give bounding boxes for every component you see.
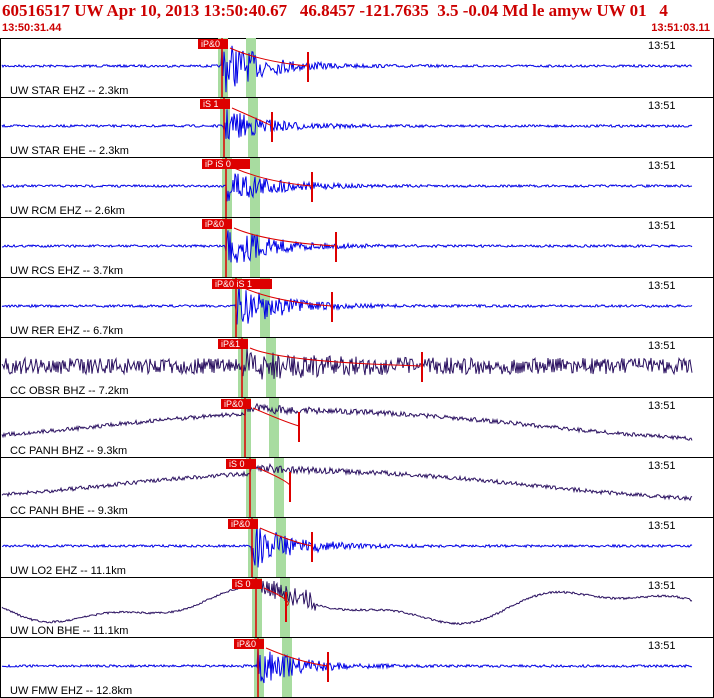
pick-label-box[interactable] (218, 339, 248, 349)
waveform-trace (1, 402, 693, 441)
pick-label: iP&1 (221, 339, 240, 349)
time-label: 13:51 (648, 280, 676, 292)
coda-curve (252, 407, 300, 427)
time-label: 13:51 (648, 40, 676, 52)
s-window-highlight (274, 458, 284, 518)
trace-panel[interactable]: iP&0 13:51 CC PANH BHZ -- 9.3km (0, 398, 714, 458)
trace-panel[interactable]: iP&0 13:51 UW LO2 EHZ -- 11.1km (0, 518, 714, 578)
coda-curve (233, 227, 337, 247)
pick-label: iP&0 iS 1 (215, 279, 252, 289)
station-label: UW RCM EHZ -- 2.6km (10, 205, 125, 217)
trace-panel[interactable]: iP&0 13:51 UW STAR EHZ -- 2.3km (0, 38, 714, 98)
time-label: 13:51 (648, 640, 676, 652)
pick-label-box[interactable] (226, 459, 256, 469)
end-time: 13:51:03.11 (651, 22, 710, 34)
p-window-highlight (238, 338, 248, 398)
station-label: UW RER EHZ -- 6.7km (10, 325, 123, 337)
pick-label: iS 0 (229, 459, 245, 469)
seismogram-panel[interactable]: iP&0 13:51 UW STAR EHZ -- 2.3km iS 1 13:51 UW… (0, 38, 714, 698)
pick-label: iP&0 (205, 219, 224, 229)
station-label: CC PANH BHE -- 9.3km (10, 505, 128, 517)
pick-label-box[interactable] (221, 399, 251, 409)
station-label: UW STAR EHZ -- 2.3km (10, 85, 128, 97)
pick-label: iP iS 0 (205, 159, 231, 169)
pick-label: iS 1 (203, 99, 219, 109)
time-label: 13:51 (648, 460, 676, 472)
pick-label-box[interactable] (232, 579, 262, 589)
pick-label-box[interactable] (202, 219, 232, 229)
coda-curve (229, 47, 309, 67)
coda-curve (265, 647, 329, 667)
waveform-trace (1, 580, 693, 626)
coda-curve (231, 107, 273, 127)
p-window-highlight (222, 218, 232, 278)
s-window-highlight (250, 218, 260, 278)
trace-panel[interactable]: iP&0 13:51 UW RCS EHZ -- 3.7km (0, 218, 714, 278)
coda-curve (259, 527, 313, 547)
pick-label-box[interactable] (202, 159, 250, 169)
coda-curve (243, 287, 333, 307)
start-time: 13:50:31.44 (2, 22, 62, 34)
waveform-trace (1, 348, 693, 380)
s-window-highlight (246, 38, 256, 98)
s-window-highlight (276, 518, 286, 578)
trace-panel[interactable]: iP&0 13:51 UW FMW EHZ -- 12.8km (0, 638, 714, 698)
station-label: UW FMW EHZ -- 12.8km (10, 685, 132, 697)
time-label: 13:51 (648, 400, 676, 412)
pick-label-box[interactable] (200, 99, 230, 109)
waveform-trace (1, 648, 693, 684)
station-label: CC PANH BHZ -- 9.3km (10, 445, 127, 457)
station-label: UW RCS EHZ -- 3.7km (10, 265, 123, 277)
pick-label: iP&0 (201, 39, 220, 49)
station-label: UW STAR EHE -- 2.3km (10, 145, 129, 157)
s-window-highlight (282, 638, 292, 698)
coda-curve (249, 347, 423, 367)
pick-label: iP&0 (237, 639, 256, 649)
p-window-highlight (246, 458, 256, 518)
coda-curve (263, 587, 289, 607)
time-label: 13:51 (648, 100, 676, 112)
station-label: UW LO2 EHZ -- 11.1km (10, 565, 126, 577)
header: 60516517 UW Apr 10, 2013 13:50:40.67 46.… (0, 0, 714, 38)
p-window-highlight (241, 398, 251, 458)
time-label: 13:51 (648, 580, 676, 592)
p-window-highlight (252, 578, 262, 638)
waveform-trace (1, 284, 693, 325)
waveform-trace (1, 109, 693, 140)
time-label: 13:51 (648, 340, 676, 352)
pick-label-box[interactable] (234, 639, 264, 649)
s-window-highlight (269, 398, 279, 458)
trace-panel[interactable]: iS 0 13:51 CC PANH BHE -- 9.3km (0, 458, 714, 518)
coda-curve (257, 467, 291, 487)
waveform-trace (1, 463, 693, 502)
waveform-trace (1, 45, 693, 93)
time-label: 13:51 (648, 160, 676, 172)
time-label: 13:51 (648, 220, 676, 232)
waveform-trace (1, 526, 693, 568)
p-window-highlight (222, 158, 232, 218)
coda-curve (233, 167, 313, 187)
pick-label-box[interactable] (198, 39, 228, 49)
pick-label-box[interactable] (228, 519, 258, 529)
event-title: 60516517 UW Apr 10, 2013 13:50:40.67 46.… (2, 1, 668, 20)
station-label: UW LON BHE -- 11.1km (10, 625, 128, 637)
s-window-highlight (248, 98, 258, 158)
p-window-highlight (232, 278, 242, 338)
trace-panel[interactable]: iP&0 iS 1 13:51 UW RER EHZ -- 6.7km (0, 278, 714, 338)
pick-label: iP&0 (231, 519, 250, 529)
waveform-trace (1, 230, 693, 263)
waveform-trace (1, 173, 693, 202)
pick-label: iS 0 (235, 579, 251, 589)
pick-label-box[interactable] (212, 279, 272, 289)
s-window-highlight (250, 158, 260, 218)
trace-panel[interactable]: iP&1 13:51 CC OBSR BHZ -- 7.2km (0, 338, 714, 398)
pick-label: iP&0 (224, 399, 243, 409)
time-label: 13:51 (648, 520, 676, 532)
trace-panel[interactable]: iP iS 0 13:51 UW RCM EHZ -- 2.6km (0, 158, 714, 218)
station-label: CC OBSR BHZ -- 7.2km (10, 385, 129, 397)
s-window-highlight (260, 278, 270, 338)
trace-panel[interactable]: iS 0 13:51 UW LON BHE -- 11.1km (0, 578, 714, 638)
trace-panel[interactable]: iS 1 13:51 UW STAR EHE -- 2.3km (0, 98, 714, 158)
